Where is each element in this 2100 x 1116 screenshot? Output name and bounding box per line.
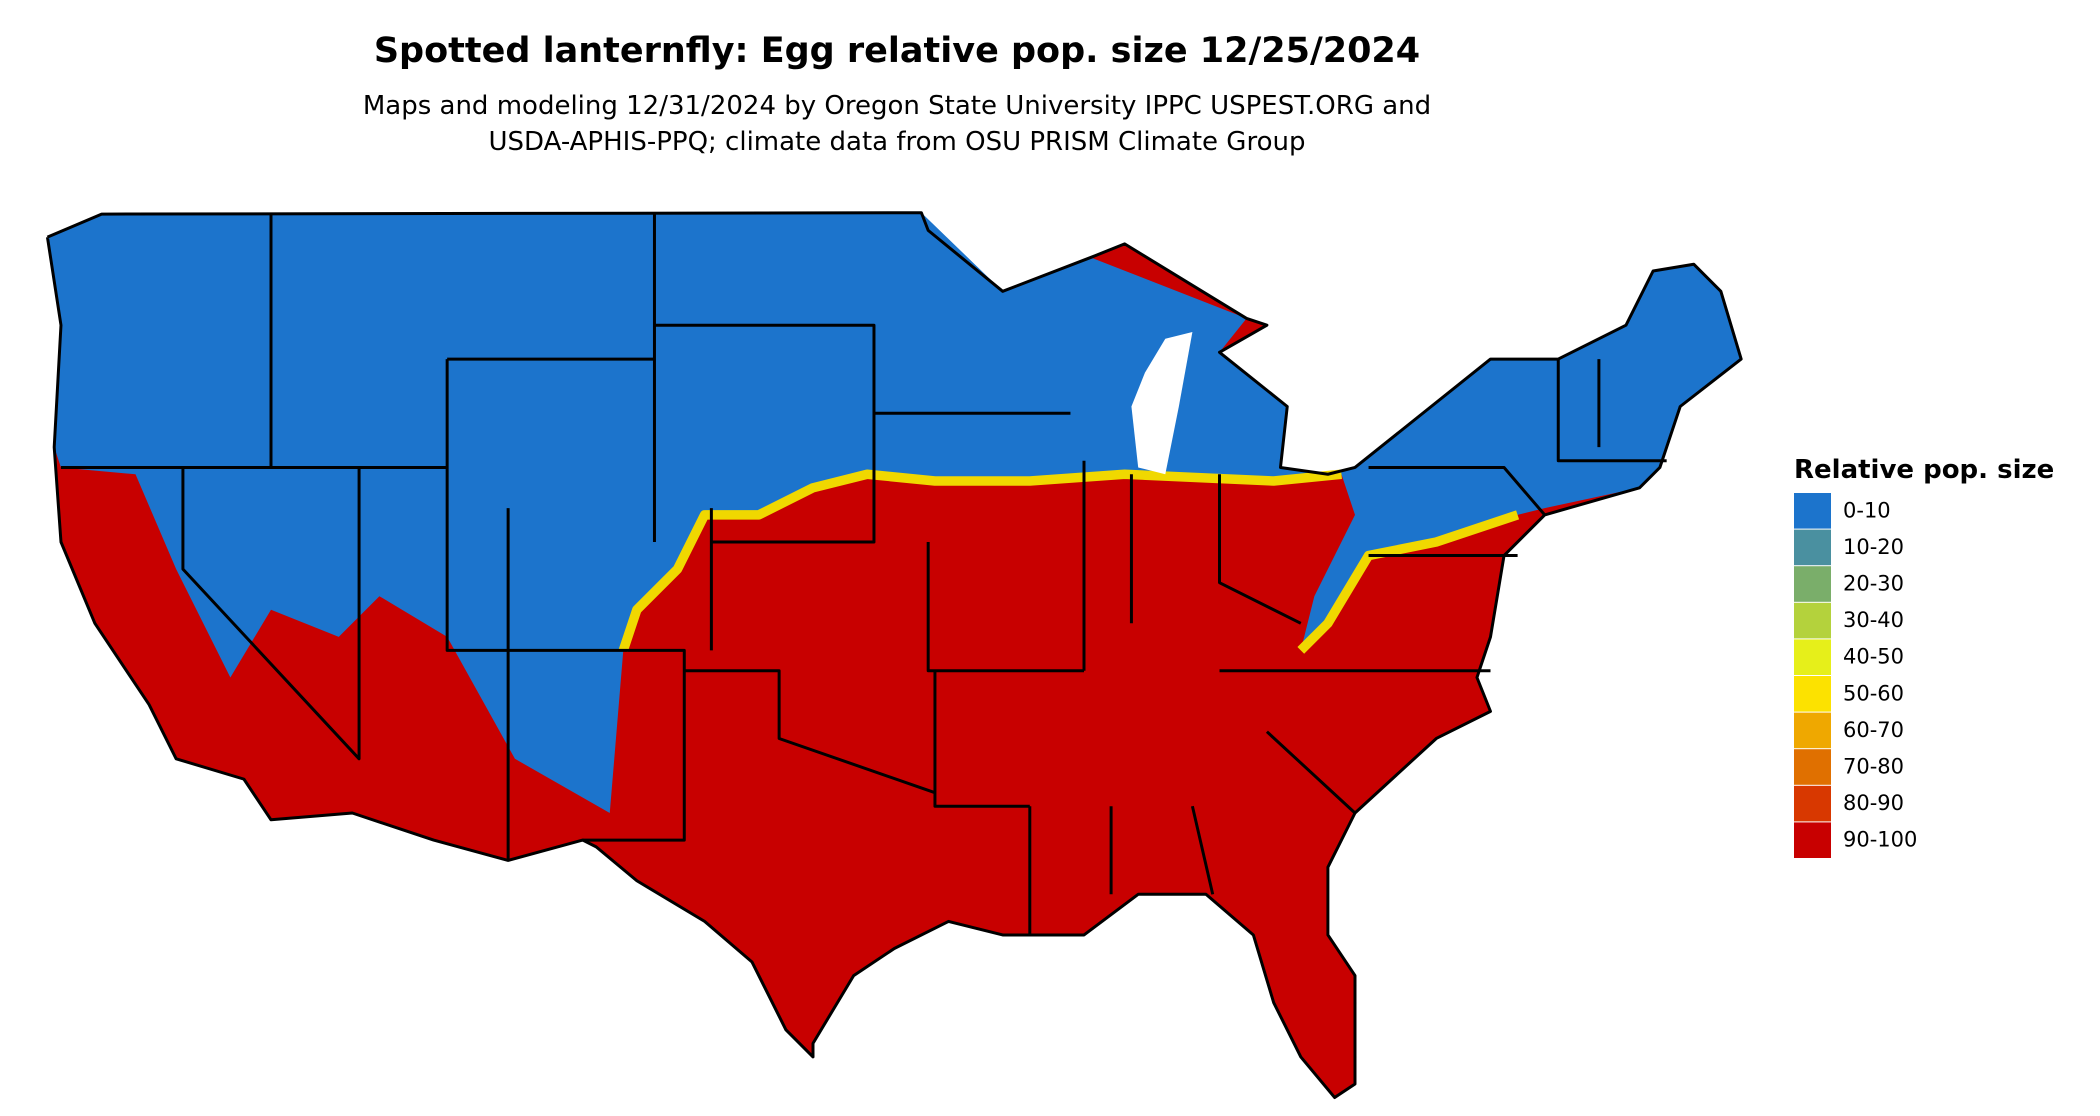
legend-swatch	[1794, 493, 1831, 529]
legend-label: 60-70	[1843, 718, 1904, 742]
legend-swatch	[1794, 529, 1831, 566]
legend-title: Relative pop. size	[1794, 455, 2054, 485]
legend-swatch	[1794, 602, 1831, 639]
legend-swatch	[1794, 639, 1831, 675]
legend-swatch	[1794, 785, 1831, 822]
legend-label: 10-20	[1843, 535, 1904, 559]
map-subtitle: USDA-APHIS-PPQ; climate data from OSU PR…	[489, 127, 1306, 157]
legend-label: 90-100	[1843, 828, 1917, 852]
state-borders	[45, 211, 1743, 1100]
legend-label: 70-80	[1843, 755, 1904, 779]
legend-label: 50-60	[1843, 681, 1904, 705]
legend: 0-10 10-20 20-30 30-40 40-50 50-60 60-70 70-80 8…	[1794, 493, 1917, 858]
map-title: Spotted lanternfly: Egg relative pop. si…	[374, 31, 1420, 71]
legend-label: 0-10	[1843, 498, 1891, 522]
map-subtitle: Maps and modeling 12/31/2024 by Oregon S…	[363, 91, 1431, 121]
legend-label: 30-40	[1843, 608, 1904, 632]
legend-label: 80-90	[1843, 791, 1904, 815]
legend-swatch	[1794, 566, 1831, 602]
transition-band	[618, 469, 1342, 652]
legend-swatch	[1794, 749, 1831, 785]
legend-label: 40-50	[1843, 645, 1904, 669]
lake-michigan	[1131, 331, 1193, 475]
legend-swatch	[1794, 712, 1831, 749]
north-region	[47, 212, 1742, 814]
state-borders	[60, 212, 1667, 935]
legend-swatch	[1794, 676, 1831, 712]
legend-swatch	[1794, 822, 1831, 858]
us-map	[45, 211, 1743, 1100]
legend-label: 20-30	[1843, 572, 1904, 596]
